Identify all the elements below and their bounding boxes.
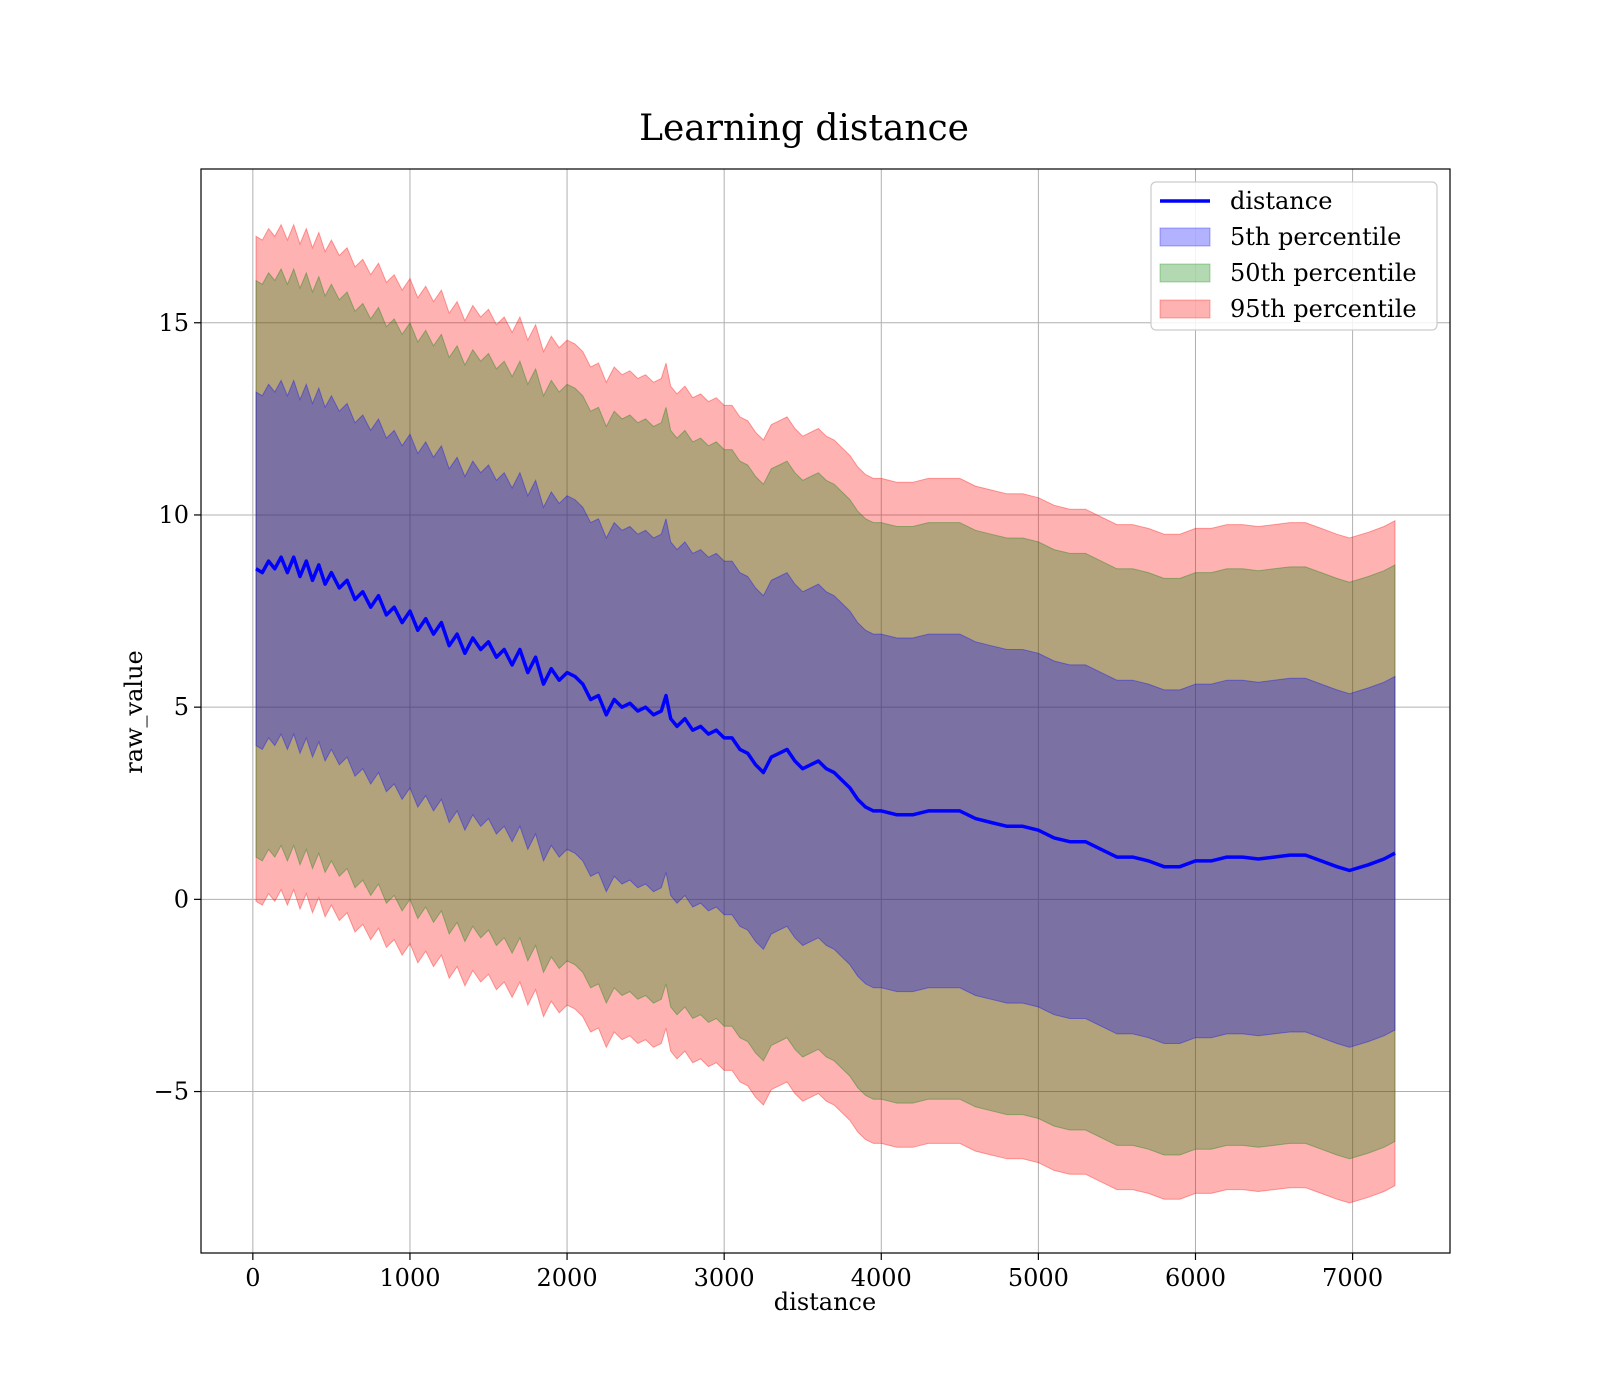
distance-line [255, 555, 1396, 873]
band-95th-percentile [255, 223, 1396, 1204]
x-tick-label: 5000 [1008, 1264, 1069, 1292]
legend-label-50th: 50th percentile [1230, 259, 1417, 287]
legend-box [1150, 181, 1438, 331]
legend-label-5th: 5th percentile [1230, 223, 1401, 251]
x-tick-label: 1000 [379, 1264, 440, 1292]
y-axis-label: raw_value [120, 650, 148, 774]
y-tick-label: 0 [174, 885, 189, 913]
legend-swatch-50th [1159, 263, 1211, 283]
band-5th-percentile [255, 378, 1396, 1048]
legend-label-95th: 95th percentile [1230, 295, 1417, 323]
chart-legend: distance 5th percentile 50th percentile … [1150, 181, 1438, 331]
y-tick-label: 10 [158, 501, 189, 529]
legend-swatch-5th [1159, 227, 1211, 247]
x-axis-label: distance [774, 1288, 876, 1316]
band-50th-percentile [255, 267, 1396, 1160]
chart-title: Learning distance [639, 108, 969, 149]
x-tick-label: 2000 [537, 1264, 598, 1292]
y-axis-ticks: −5 0 5 10 15 [154, 309, 201, 1106]
x-tick-label: 7000 [1322, 1264, 1383, 1292]
x-tick-label: 0 [245, 1264, 260, 1292]
percentile-bands [255, 223, 1396, 1204]
y-tick-label: 15 [158, 309, 189, 337]
legend-swatch-95th [1159, 299, 1211, 319]
y-tick-label: 5 [174, 693, 189, 721]
y-tick-label: −5 [154, 1078, 189, 1106]
legend-label-distance: distance [1230, 187, 1332, 215]
x-tick-label: 6000 [1165, 1264, 1226, 1292]
x-axis-ticks: 0 1000 2000 3000 4000 5000 6000 7000 [245, 1253, 1383, 1292]
plot-frame [200, 168, 1451, 1254]
x-tick-label: 4000 [851, 1264, 912, 1292]
distance-line-layer [255, 555, 1396, 873]
x-tick-label: 3000 [694, 1264, 755, 1292]
